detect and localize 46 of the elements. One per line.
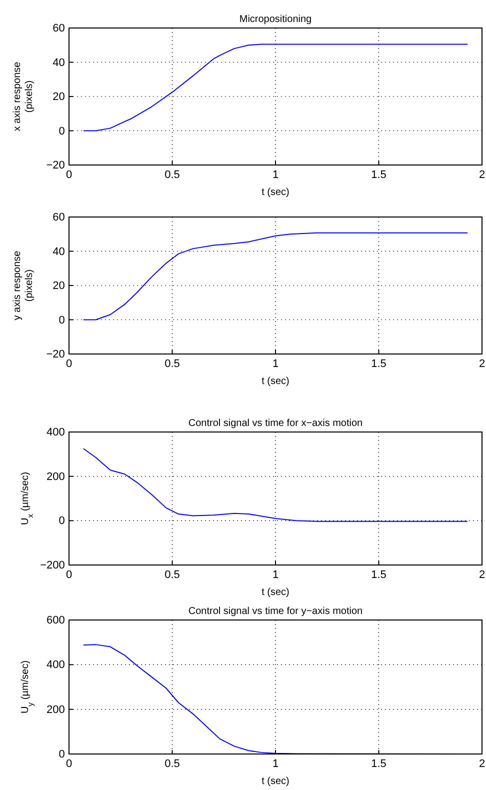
x-tick-label: 2 (478, 758, 486, 770)
chart-title: Control signal vs time for x−axis motion (188, 418, 363, 429)
y-tick-label: 60 (52, 212, 65, 224)
x-tick-label: 0.5 (164, 568, 180, 581)
y-axis-title: x axis response (pixels) (12, 61, 35, 132)
y-tick-label: −200 (40, 560, 65, 572)
line-series (82, 448, 468, 522)
x-tick-label: 1.5 (371, 568, 386, 581)
x-tick-label: 1 (272, 358, 279, 370)
y-axis-title: y axis response (pixels) (12, 250, 35, 320)
x-tick-label: 1 (272, 168, 279, 181)
y-tick-label: 40 (52, 56, 65, 69)
y-tick-label: 600 (46, 614, 65, 627)
x-tick-label: 1 (272, 758, 279, 770)
line-series (82, 232, 468, 320)
x-axis-title: t (sec) (262, 376, 290, 387)
x-tick-label: 1 (272, 568, 279, 581)
y-tick-label: 60 (52, 22, 65, 35)
x-tick-label: 0.5 (164, 758, 180, 770)
x-tick-label: 0.5 (164, 358, 180, 370)
y-tick-label: 0 (58, 125, 65, 138)
x-tick-label: 0.5 (164, 168, 180, 181)
y-tick-label: 0 (58, 515, 65, 528)
chart-title: Micropositioning (239, 14, 312, 25)
y-tick-label: 200 (46, 704, 65, 716)
y-tick-label: 0 (58, 314, 65, 326)
x-tick-label: 2 (478, 568, 486, 581)
x-axis-title: t (sec) (262, 587, 290, 598)
x-tick-label: 1.5 (371, 168, 386, 181)
y-tick-label: 200 (46, 470, 65, 483)
x-axis-title: t (sec) (262, 187, 290, 198)
line-series (82, 44, 468, 132)
x-axis-title: t (sec) (262, 776, 290, 787)
y-tick-label: 40 (52, 246, 65, 258)
x-tick-label: 2 (478, 358, 486, 370)
y-tick-label: 0 (58, 748, 65, 761)
y-tick-label: −20 (46, 348, 65, 361)
x-tick-label: 1.5 (371, 758, 386, 770)
y-tick-label: 400 (46, 426, 65, 439)
y-tick-label: 400 (46, 659, 65, 672)
y-tick-label: 20 (52, 91, 65, 104)
chart-title: Control signal vs time for y−axis motion (188, 606, 363, 617)
x-tick-label: 2 (478, 168, 486, 181)
x-tick-label: 1.5 (371, 358, 386, 370)
y-tick-label: −20 (46, 160, 65, 172)
y-tick-label: 20 (52, 280, 65, 292)
